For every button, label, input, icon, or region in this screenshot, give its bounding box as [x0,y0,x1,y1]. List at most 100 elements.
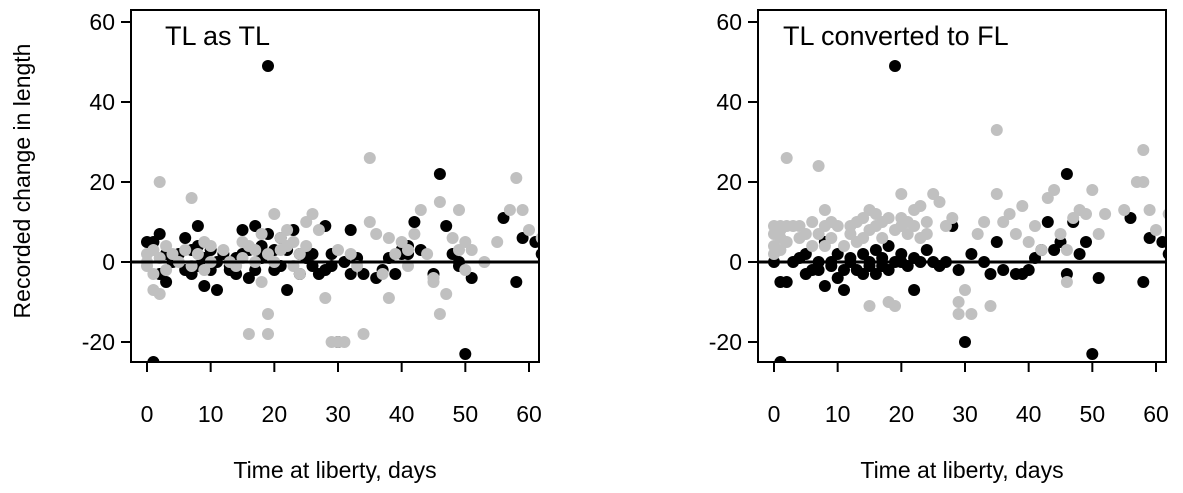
gray-data-point [914,200,927,212]
gray-data-point [1118,204,1131,216]
gray-data-point [1009,228,1022,240]
gray-data-point [952,296,965,308]
y-axis-ticks: 60 40 20 0 -20 [82,9,131,355]
black-data-point [882,240,895,252]
black-data-point [198,280,211,292]
x-tick-label: 40 [389,401,415,427]
gray-data-point [376,268,389,280]
gray-data-point [812,160,825,172]
y-tick-label: 20 [89,169,115,195]
gray-data-point [306,208,319,220]
gray-data-point [933,196,946,208]
gray-data-point [818,204,831,216]
black-data-point [997,264,1010,276]
black-data-point [344,224,357,236]
gray-data-point [889,300,901,312]
gray-data-point [952,308,965,320]
black-data-point [389,268,402,280]
y-tick-label: 60 [716,9,742,35]
gray-data-point [255,276,268,288]
y-tick-label: 0 [102,249,115,275]
y-tick-label: 20 [716,169,742,195]
gray-data-point [510,172,523,184]
gray-data-point [287,236,300,248]
gray-data-point [838,240,850,252]
gray-data-point [414,204,427,216]
x-axis-title: Time at liberty, days [233,457,436,483]
gray-data-point [255,228,268,240]
gray-data-point [370,228,383,240]
panel-title: TL converted to FL [783,21,1009,51]
panel-title: TL as TL [165,21,270,51]
black-data-point [774,356,787,361]
x-tick-label: 50 [1080,401,1106,427]
x-tick-label: 20 [889,401,915,427]
gray-data-point [1060,244,1073,256]
gray-data-point [242,328,255,340]
gray-data-point [825,232,838,244]
black-data-point [959,336,971,348]
gray-data-point [268,208,281,220]
black-data-point [1073,248,1086,260]
gray-data-point [1137,144,1150,156]
gray-data-point [382,292,395,304]
black-data-point [965,248,978,260]
gray-data-point [281,224,294,236]
gray-data-point [427,276,440,288]
gray-data-point [191,248,204,260]
black-data-point [249,220,262,232]
gray-data-point [863,300,876,312]
gray-data-point [446,232,459,244]
black-data-point [838,264,850,276]
gray-data-point [160,264,173,276]
black-data-point [147,356,160,361]
black-data-point [895,248,908,260]
black-data-point [440,220,453,232]
black-data-point [1137,276,1150,288]
gray-data-point [920,216,933,228]
gray-data-point [389,248,402,260]
black-data-point [408,216,421,228]
black-data-point [281,284,294,296]
black-data-point [236,224,249,236]
gray-data-point [262,308,274,320]
gray-data-point [939,220,952,232]
y-tick-label: 40 [89,89,115,115]
gray-data-point [806,240,819,252]
black-data-point [920,244,933,256]
gray-data-point [312,224,325,236]
x-tick-label: 30 [325,401,351,427]
gray-data-point [984,300,997,312]
black-data-point [818,280,831,292]
gray-data-point [857,232,870,244]
black-data-point [191,220,204,232]
black-data-point [1156,236,1165,248]
gray-data-point [857,212,870,224]
gray-data-point [1067,212,1080,224]
gray-data-point [799,228,812,240]
x-tick-label: 60 [1143,401,1169,427]
gray-data-point [491,236,504,248]
black-data-point [812,264,825,276]
gray-data-point [300,240,313,252]
gray-data-point [946,212,959,224]
y-tick-label: -20 [82,329,115,355]
gray-data-point [1003,208,1016,220]
black-data-point [908,284,921,296]
gray-data-point [408,228,421,240]
gray-data-point [959,284,971,296]
gray-data-point [780,152,793,164]
gray-data-point [453,204,465,216]
panel-tl-as-tl: 0 10 20 30 40 50 60 60 40 20 0 -20 TL as TL Time a… [9,9,542,483]
black-data-point [889,60,901,72]
gray-data-point [465,244,478,256]
gray-data-point [274,232,287,244]
black-data-point [1162,249,1165,259]
gray-data-point [895,188,908,200]
gray-data-point [806,216,819,228]
gray-data-point [402,244,414,256]
black-data-point [1080,236,1092,248]
black-data-point [535,249,538,259]
